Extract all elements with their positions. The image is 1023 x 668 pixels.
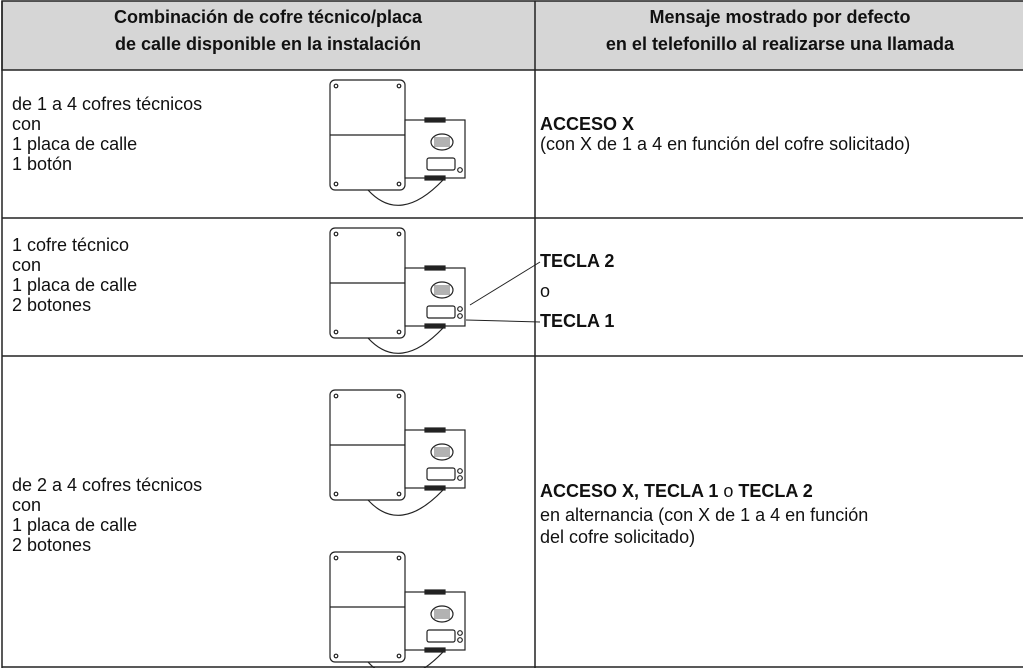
cell-text: 2 botones [12, 295, 91, 315]
text-run: del cofre solicitado) [540, 527, 695, 547]
header-text: Mensaje mostrado por defecto [649, 7, 910, 27]
header-text: en el telefonillo al realizarse una llam… [606, 34, 955, 54]
cable [367, 327, 444, 354]
screw [333, 653, 339, 659]
screw [396, 329, 402, 335]
cell-text: de 1 a 4 cofres técnicos [12, 94, 202, 114]
text-run: o [540, 281, 550, 301]
display [426, 157, 456, 171]
cell-text: TECLA 1 [540, 311, 614, 331]
text-run: en alternancia (con X de 1 a 4 en funció… [540, 505, 868, 525]
button [457, 475, 463, 481]
header-text: Combinación de cofre técnico/placa [114, 7, 423, 27]
street-panel [404, 267, 466, 327]
screw [396, 181, 402, 187]
cable [367, 489, 444, 516]
text-run: (con X de 1 a 4 en función del cofre sol… [540, 134, 910, 154]
cell-text: 1 cofre técnico [12, 235, 129, 255]
cell-text: 2 botones [12, 535, 91, 555]
screw [396, 491, 402, 497]
panel-tab [424, 427, 446, 433]
panel-tab [424, 647, 446, 653]
cell-text: con [12, 255, 41, 275]
button [457, 637, 463, 643]
speaker [430, 443, 454, 461]
cell-text: TECLA 2 [540, 251, 614, 271]
cell-text: del cofre solicitado) [540, 527, 695, 547]
header-text: de calle disponible en la instalación [115, 34, 421, 54]
panel-tab [424, 485, 446, 491]
text-run: ACCESO X, TECLA 1 [540, 481, 718, 501]
display [426, 305, 456, 319]
text-run: TECLA 2 [540, 251, 614, 271]
panel-tab [424, 323, 446, 329]
cell-text: 1 placa de calle [12, 134, 137, 154]
text-run: TECLA 1 [540, 311, 614, 331]
speaker [430, 133, 454, 151]
cell-text: o [540, 281, 550, 301]
leader-line [469, 261, 541, 306]
screw [333, 329, 339, 335]
header-bg [1, 0, 1023, 71]
cell-text: con [12, 495, 41, 515]
leader-line [465, 319, 541, 323]
installation-drawing [329, 551, 466, 668]
speaker [430, 281, 454, 299]
street-panel [404, 119, 466, 179]
cell-text: ACCESO X [540, 114, 634, 134]
text-run: ACCESO X [540, 114, 634, 134]
speaker [430, 605, 454, 623]
screw [396, 393, 402, 399]
screw [333, 393, 339, 399]
screw [333, 181, 339, 187]
screw [396, 555, 402, 561]
button [457, 167, 463, 173]
cable [367, 651, 444, 668]
panel-tab [424, 117, 446, 123]
installation-drawing [329, 389, 466, 516]
button [457, 306, 463, 312]
cell-text: ACCESO X, TECLA 1 o TECLA 2 [540, 481, 813, 501]
panel-tab [424, 175, 446, 181]
cell-text: con [12, 114, 41, 134]
text-run: o [718, 481, 738, 501]
panel-tab [424, 265, 446, 271]
cable [367, 179, 444, 206]
cell-text: 1 botón [12, 154, 72, 174]
panel-tab [424, 589, 446, 595]
cell-text: en alternancia (con X de 1 a 4 en funció… [540, 505, 868, 525]
screw [333, 555, 339, 561]
button [457, 468, 463, 474]
cell-text: (con X de 1 a 4 en función del cofre sol… [540, 134, 910, 154]
street-panel [404, 429, 466, 489]
button [457, 630, 463, 636]
screw [396, 83, 402, 89]
cell-text: de 2 a 4 cofres técnicos [12, 475, 202, 495]
cell-text: 1 placa de calle [12, 515, 137, 535]
text-run: TECLA 2 [738, 481, 812, 501]
screw [333, 83, 339, 89]
screw [396, 653, 402, 659]
cell-text: 1 placa de calle [12, 275, 137, 295]
button [457, 313, 463, 319]
installation-drawing [329, 227, 466, 354]
screw [333, 231, 339, 237]
street-panel [404, 591, 466, 651]
display [426, 467, 456, 481]
screw [396, 231, 402, 237]
screw [333, 491, 339, 497]
display [426, 629, 456, 643]
installation-drawing [329, 79, 466, 206]
